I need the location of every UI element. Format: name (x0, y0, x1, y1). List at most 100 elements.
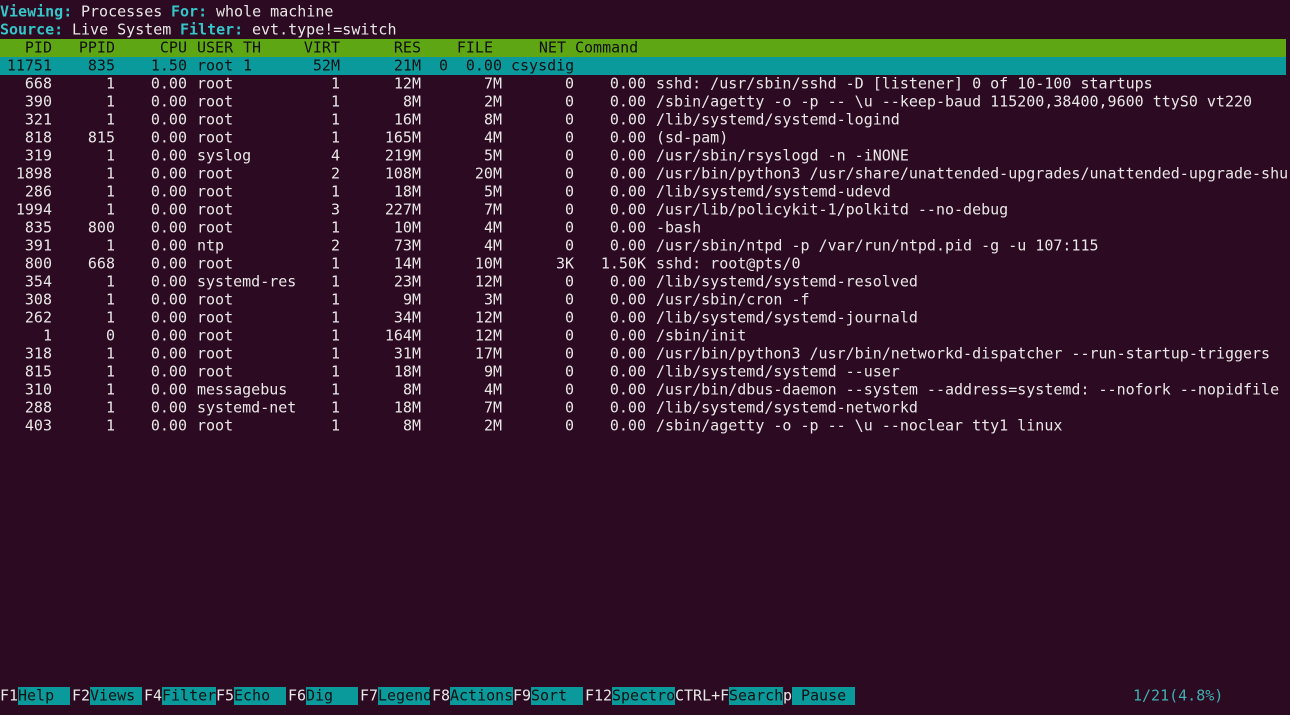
function-label-bg (729, 687, 783, 705)
function-label[interactable]: Actions (450, 687, 513, 705)
cell: 0.00 (151, 345, 187, 363)
function-key: F2 (72, 687, 90, 705)
cell: 2M (484, 417, 502, 435)
cell: root (197, 291, 233, 309)
cell: 0.00 (151, 183, 187, 201)
cell: 1 (331, 183, 340, 201)
cell: 34M (394, 309, 421, 327)
cell: 668 (25, 75, 52, 93)
viewing: Processes (81, 3, 162, 21)
function-key: F12 (585, 687, 612, 705)
function-label-bg (234, 687, 286, 705)
cell: 3K (556, 255, 574, 273)
column-header: RES (394, 39, 421, 57)
cell: 1 (106, 309, 115, 327)
function-label[interactable]: Spectro (612, 687, 675, 705)
function-label-bg (531, 687, 583, 705)
selected-cell: 0.00 (466, 57, 502, 75)
cell: 0 (565, 363, 574, 381)
cell: 164M (385, 327, 421, 345)
cell: 4 (331, 147, 340, 165)
cell: 219M (385, 147, 421, 165)
cell: 0.00 (151, 165, 187, 183)
cell: systemd-res (197, 273, 296, 291)
cell: sshd: /usr/sbin/sshd -D [listener] 0 of … (656, 75, 1153, 93)
function-label[interactable]: Search (729, 687, 783, 705)
cell: 2 (331, 165, 340, 183)
selected-cell: csysdig (511, 57, 574, 75)
cell: 0.00 (151, 219, 187, 237)
cell: 391 (25, 237, 52, 255)
function-key: F8 (432, 687, 450, 705)
function-label[interactable]: Echo (234, 687, 270, 705)
cell: 1 (106, 237, 115, 255)
cell: 4M (484, 381, 502, 399)
cell: 0.00 (151, 129, 187, 147)
cell: 1 (106, 165, 115, 183)
cell: 12M (475, 309, 502, 327)
cell: 1 (331, 255, 340, 273)
column-header-bar (0, 39, 1286, 57)
function-label[interactable]: Views (90, 687, 135, 705)
function-label[interactable]: Dig (306, 687, 333, 705)
cell: 8M (403, 381, 421, 399)
cell: 0 (565, 327, 574, 345)
cell: 354 (25, 273, 52, 291)
cell: 1 (106, 147, 115, 165)
cell: 0.00 (610, 75, 646, 93)
cell: root (197, 219, 233, 237)
cell: 0.00 (610, 381, 646, 399)
cell: 4M (484, 219, 502, 237)
cell: 1 (331, 363, 340, 381)
cell: /usr/lib/policykit-1/polkitd --no-debug (656, 201, 1008, 219)
cell: 1 (106, 201, 115, 219)
cell: 8M (484, 111, 502, 129)
cell: syslog (197, 147, 251, 165)
cell: root (197, 93, 233, 111)
cell: /usr/sbin/rsyslogd -n -iNONE (656, 147, 909, 165)
cell: 1898 (16, 165, 52, 183)
cell: 0 (565, 309, 574, 327)
cell: 0.00 (610, 129, 646, 147)
cell: 0.00 (610, 183, 646, 201)
cell: /sbin/agetty -o -p -- \u --keep-baud 115… (656, 93, 1252, 111)
column-header: VIRT (304, 39, 340, 57)
cell: 0.00 (151, 327, 187, 345)
cell: 1 (106, 399, 115, 417)
cell: 9M (403, 291, 421, 309)
cell: /sbin/agetty -o -p -- \u --noclear tty1 … (656, 417, 1062, 435)
cell: 800 (88, 219, 115, 237)
cell: 10M (475, 255, 502, 273)
cell: 16M (394, 111, 421, 129)
cell: 0.00 (610, 147, 646, 165)
cell: 8M (403, 93, 421, 111)
cell: 0.00 (151, 255, 187, 273)
cell: 815 (88, 129, 115, 147)
cell: 1 (106, 381, 115, 399)
cell: 7M (484, 201, 502, 219)
cell: root (197, 111, 233, 129)
function-label[interactable]: Legend (378, 687, 432, 705)
cell: /lib/systemd/systemd-journald (656, 309, 918, 327)
cell: 0 (565, 273, 574, 291)
cell: root (197, 255, 233, 273)
cell: 0.00 (610, 165, 646, 183)
function-label[interactable]: Help (18, 687, 54, 705)
cell: 1 (106, 291, 115, 309)
cell: /lib/systemd/systemd-logind (656, 111, 900, 129)
function-label[interactable]: Sort (531, 687, 567, 705)
cell: 227M (385, 201, 421, 219)
function-label[interactable]: Filter (162, 687, 216, 705)
cell: systemd-net (197, 399, 296, 417)
column-header: FILE (457, 39, 493, 57)
column-header: USER (197, 39, 234, 57)
function-label[interactable]: Pause (801, 687, 846, 705)
cell: 1 (331, 345, 340, 363)
cell: 18M (394, 399, 421, 417)
cell: 1 (331, 93, 340, 111)
cell: /lib/systemd/systemd --user (656, 363, 900, 381)
cell: 1 (331, 291, 340, 309)
column-header: CPU (160, 39, 187, 57)
